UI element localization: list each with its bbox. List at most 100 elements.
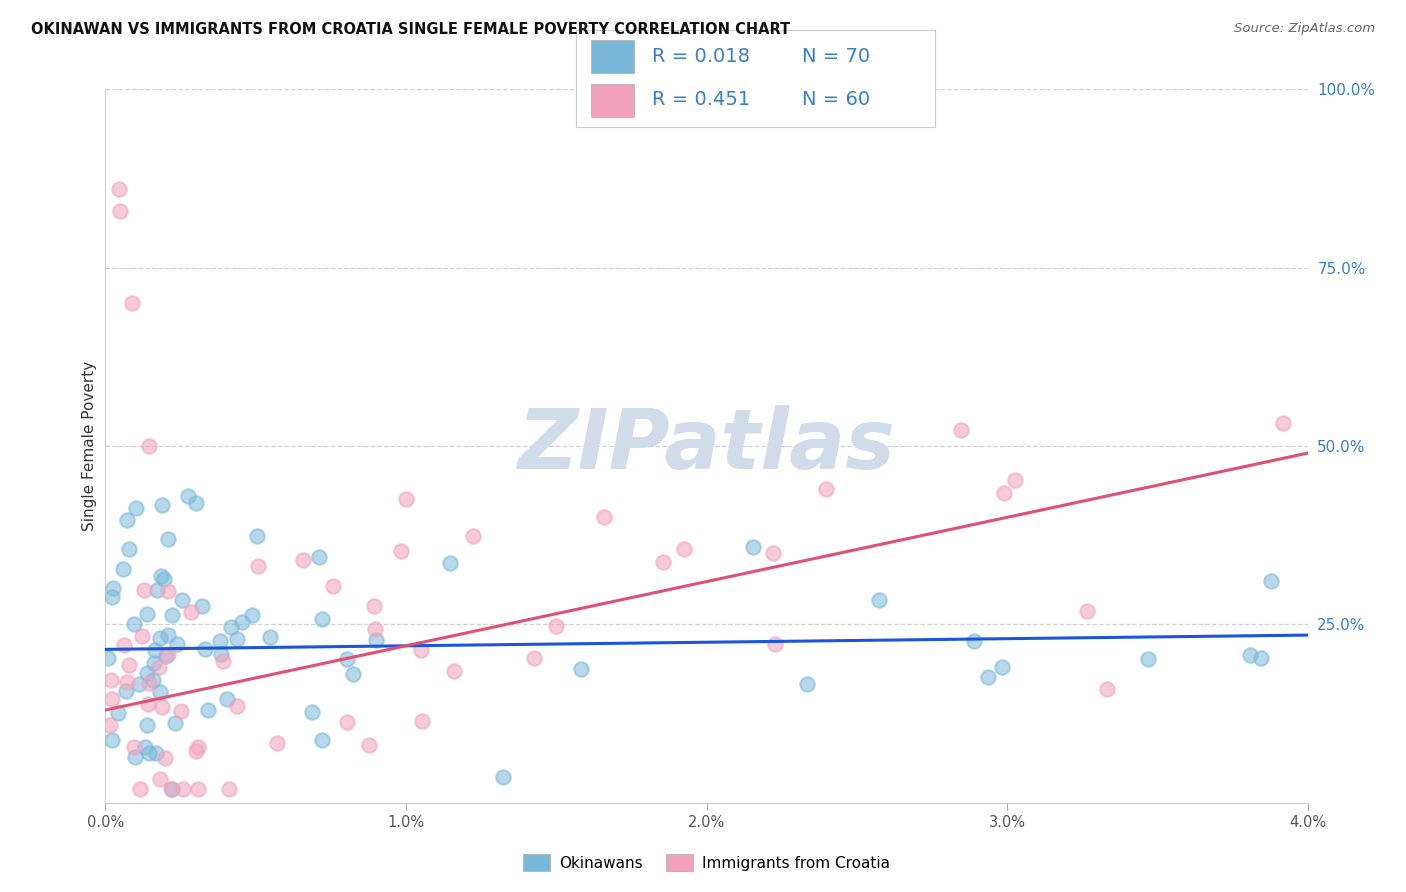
Point [136, 697, 159, 711]
Point [128, 676, 150, 690]
Point [246, 529, 269, 543]
Point [124, 750, 146, 764]
Point [194, 642, 217, 657]
Point [187, 739, 209, 754]
Point [108, 182, 131, 196]
Point [101, 582, 124, 596]
Point [98, 717, 121, 731]
Point [219, 620, 242, 634]
Point [157, 532, 180, 546]
Point [155, 648, 177, 663]
Point [100, 673, 122, 687]
Point [1250, 651, 1272, 665]
Point [336, 714, 359, 729]
Point [142, 673, 165, 688]
Point [741, 540, 763, 554]
Point [97, 650, 120, 665]
Point [135, 607, 157, 622]
Point [949, 423, 972, 437]
Text: OKINAWAN VS IMMIGRANTS FROM CROATIA SINGLE FEMALE POVERTY CORRELATION CHART: OKINAWAN VS IMMIGRANTS FROM CROATIA SING… [31, 22, 790, 37]
Point [208, 634, 231, 648]
Legend: Okinawans, Immigrants from Croatia: Okinawans, Immigrants from Croatia [516, 848, 897, 877]
Point [963, 634, 986, 648]
Point [101, 732, 124, 747]
Point [546, 618, 568, 632]
Point [292, 553, 315, 567]
Point [138, 747, 160, 761]
Point [142, 657, 165, 671]
Point [115, 684, 138, 698]
Point [108, 203, 131, 218]
Point [134, 740, 156, 755]
Point [107, 706, 129, 721]
Point [160, 608, 183, 623]
Point [197, 703, 219, 717]
Point [363, 599, 385, 614]
Text: Source: ZipAtlas.com: Source: ZipAtlas.com [1234, 22, 1375, 36]
Point [652, 555, 675, 569]
Point [336, 652, 359, 666]
Point [364, 622, 387, 636]
Point [308, 550, 330, 565]
Text: N = 60: N = 60 [803, 90, 870, 109]
Point [186, 744, 208, 758]
Point [118, 541, 141, 556]
Point [156, 648, 179, 662]
Y-axis label: Single Female Poverty: Single Female Poverty [82, 361, 97, 531]
Point [394, 491, 416, 506]
Point [226, 632, 249, 646]
Point [134, 582, 156, 597]
Point [259, 630, 281, 644]
Point [411, 714, 433, 728]
Point [115, 513, 138, 527]
Point [364, 633, 387, 648]
Point [117, 675, 139, 690]
Point [129, 781, 152, 796]
Point [211, 655, 233, 669]
Point [1076, 604, 1098, 618]
Point [569, 662, 592, 676]
Point [131, 629, 153, 643]
Point [143, 642, 166, 657]
Point [762, 546, 785, 560]
Point [153, 572, 176, 586]
Point [439, 557, 461, 571]
Point [1097, 681, 1119, 696]
Point [180, 605, 202, 619]
Point [993, 485, 1015, 500]
Point [138, 439, 160, 453]
Point [153, 751, 176, 765]
Point [1239, 648, 1261, 662]
Point [389, 543, 412, 558]
Point [122, 739, 145, 754]
Point [136, 718, 159, 732]
Point [122, 617, 145, 632]
Point [157, 583, 180, 598]
Text: R = 0.018: R = 0.018 [652, 47, 749, 66]
Point [1137, 651, 1160, 665]
Point [101, 692, 124, 706]
Point [118, 658, 141, 673]
Point [150, 700, 173, 714]
Point [177, 489, 200, 503]
Point [231, 615, 253, 629]
Point [266, 736, 288, 750]
FancyBboxPatch shape [591, 84, 634, 117]
Point [443, 664, 465, 678]
Point [463, 529, 485, 543]
Point [593, 510, 616, 524]
Point [169, 704, 191, 718]
Point [149, 685, 172, 699]
Point [815, 482, 838, 496]
Point [100, 590, 122, 604]
FancyBboxPatch shape [591, 40, 634, 73]
Text: ZIPatlas: ZIPatlas [517, 406, 896, 486]
Point [991, 660, 1014, 674]
Point [150, 498, 173, 512]
Point [411, 643, 433, 657]
Point [162, 781, 184, 796]
Point [226, 699, 249, 714]
Point [977, 670, 1000, 684]
Point [145, 746, 167, 760]
Point [148, 660, 170, 674]
